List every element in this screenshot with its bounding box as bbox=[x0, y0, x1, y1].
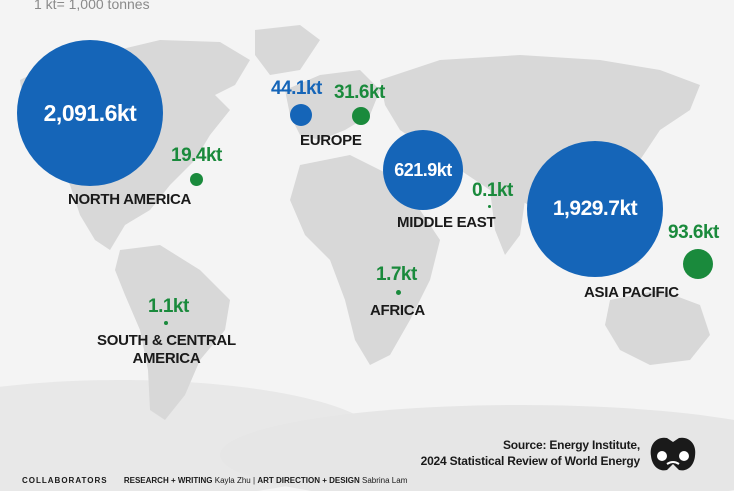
europe-blue-bubble bbox=[290, 104, 312, 126]
binoculars-logo-icon bbox=[650, 437, 696, 471]
credits-research-label: RESEARCH + WRITING bbox=[123, 476, 213, 485]
source-line2: 2024 Statistical Review of World Energy bbox=[420, 454, 641, 468]
credits-art-label: ART DIRECTION + DESIGN bbox=[257, 476, 360, 485]
africa-label: AFRICA bbox=[370, 302, 425, 319]
south-central-america-label-line1: SOUTH & CENTRAL bbox=[97, 332, 236, 349]
north-america-blue-value: 2,091.6kt bbox=[43, 99, 137, 126]
source-line1: Source: Energy Institute, bbox=[502, 438, 640, 452]
greenland-landmass bbox=[255, 25, 320, 75]
south-central-america-green-bubble bbox=[164, 321, 168, 325]
middle-east-green-value: 0.1kt bbox=[472, 180, 513, 201]
north-america-blue-bubble: 2,091.6kt bbox=[17, 40, 163, 186]
unit-note: 1 kt= 1,000 tonnes bbox=[34, 0, 150, 12]
middle-east-blue-value: 621.9kt bbox=[394, 159, 452, 180]
north-america-green-value: 19.4kt bbox=[171, 145, 222, 166]
middle-east-green-bubble bbox=[488, 205, 491, 208]
credits-research-name: Kayla Zhu bbox=[214, 476, 251, 485]
europe-green-bubble bbox=[352, 107, 370, 125]
india-landmass bbox=[490, 190, 525, 255]
credits-collaborators: COLLABORATORS bbox=[22, 476, 108, 485]
south-america-landmass bbox=[115, 245, 230, 420]
asia-pacific-blue-bubble: 1,929.7kt bbox=[527, 141, 663, 277]
middle-east-label: MIDDLE EAST bbox=[397, 214, 496, 231]
asia-pacific-label: ASIA PACIFIC bbox=[584, 284, 679, 301]
asia-pacific-green-bubble bbox=[683, 249, 713, 279]
credits-bar: COLLABORATORS RESEARCH + WRITING Kayla Z… bbox=[22, 476, 407, 485]
europe-label: EUROPE bbox=[300, 132, 362, 149]
north-america-green-bubble bbox=[190, 173, 203, 186]
asia-pacific-green-value: 93.6kt bbox=[668, 222, 719, 243]
south-central-america-label: SOUTH & CENTRAL AMERICA bbox=[97, 332, 236, 368]
south-central-america-label-line2: AMERICA bbox=[132, 350, 201, 367]
europe-green-value: 31.6kt bbox=[334, 82, 385, 103]
europe-blue-value: 44.1kt bbox=[271, 78, 322, 99]
credits-art-name: Sabrina Lam bbox=[362, 476, 408, 485]
africa-green-bubble bbox=[396, 290, 401, 295]
south-central-america-green-value: 1.1kt bbox=[148, 296, 189, 317]
asia-pacific-blue-value: 1,929.7kt bbox=[552, 197, 638, 220]
source-note: Source: Energy Institute, 2024 Statistic… bbox=[420, 437, 641, 469]
africa-green-value: 1.7kt bbox=[376, 264, 417, 285]
australia-landmass bbox=[605, 290, 710, 365]
middle-east-blue-bubble: 621.9kt bbox=[383, 130, 463, 210]
credits-separator: | bbox=[253, 476, 256, 485]
africa-landmass bbox=[290, 155, 440, 365]
north-america-label: NORTH AMERICA bbox=[68, 191, 192, 208]
